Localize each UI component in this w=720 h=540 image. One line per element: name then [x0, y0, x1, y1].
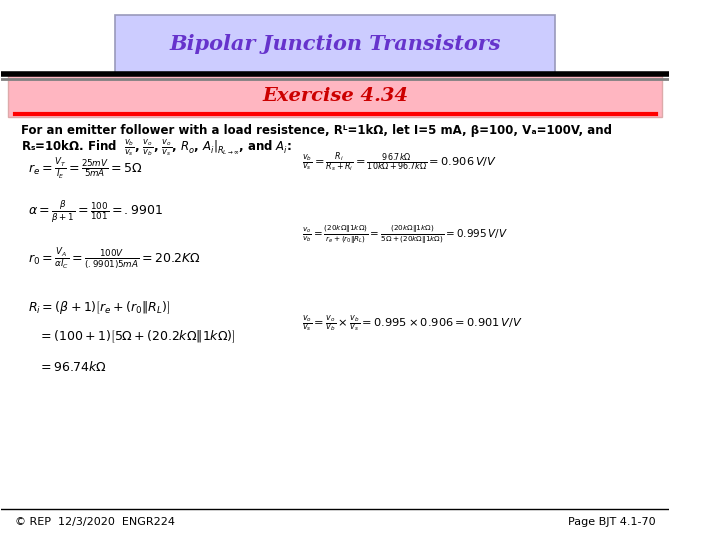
Text: $r_e = \frac{V_T}{I_E} = \frac{25mV}{5mA} = 5\Omega$: $r_e = \frac{V_T}{I_E} = \frac{25mV}{5mA… [28, 157, 143, 181]
Text: $R_i = (\beta+1)\left[r_e + (r_0 \| R_L)\right]$: $R_i = (\beta+1)\left[r_e + (r_0 \| R_L)… [28, 299, 171, 316]
Text: Exercise 4.34: Exercise 4.34 [262, 87, 408, 105]
Text: $\frac{v_o}{v_b} = \frac{(20k\Omega \| 1k\Omega)}{r_e + (r_0\|R_L)} = \frac{(20k: $\frac{v_o}{v_b} = \frac{(20k\Omega \| 1… [302, 224, 508, 246]
Text: $\;\;\;= (100+1)\left[5\Omega + (20.2k\Omega \| 1k\Omega)\right]$: $\;\;\;= (100+1)\left[5\Omega + (20.2k\O… [28, 329, 235, 345]
Text: $\;\;\;= 96.74k\Omega$: $\;\;\;= 96.74k\Omega$ [28, 360, 107, 374]
Text: Bipolar Junction Transistors: Bipolar Junction Transistors [169, 34, 501, 54]
Text: For an emitter follower with a load resistence, Rᴸ=1kΩ, let I=5 mA, β=100, Vₐ=10: For an emitter follower with a load resi… [22, 124, 613, 137]
Text: $\frac{v_b}{v_s} = \frac{R_i}{R_s + R_i} = \frac{96.7k\Omega}{10k\Omega + 96.7k\: $\frac{v_b}{v_s} = \frac{R_i}{R_s + R_i}… [302, 151, 497, 174]
Text: $\alpha = \frac{\beta}{\beta+1} = \frac{100}{101} = .9901$: $\alpha = \frac{\beta}{\beta+1} = \frac{… [28, 198, 163, 224]
FancyBboxPatch shape [8, 75, 662, 117]
Text: © REP  12/3/2020  ENGR224: © REP 12/3/2020 ENGR224 [14, 517, 175, 528]
Text: Rₛ=10kΩ. Find  $\frac{v_b}{v_s}$, $\frac{v_o}{v_b}$, $\frac{v_o}{v_s}$, $R_o$, $: Rₛ=10kΩ. Find $\frac{v_b}{v_s}$, $\frac{… [22, 137, 292, 158]
Text: $r_0 = \frac{V_A}{\alpha I_C} = \frac{100V}{(.9901)5mA} = 20.2K\Omega$: $r_0 = \frac{V_A}{\alpha I_C} = \frac{10… [28, 247, 201, 272]
FancyBboxPatch shape [115, 15, 555, 74]
Text: $\frac{v_o}{v_s} = \frac{v_o}{v_b} \times \frac{v_b}{v_s} = 0.995 \times 0.906 =: $\frac{v_o}{v_s} = \frac{v_o}{v_b} \time… [302, 314, 523, 334]
Text: Page BJT 4.1-70: Page BJT 4.1-70 [568, 517, 655, 528]
